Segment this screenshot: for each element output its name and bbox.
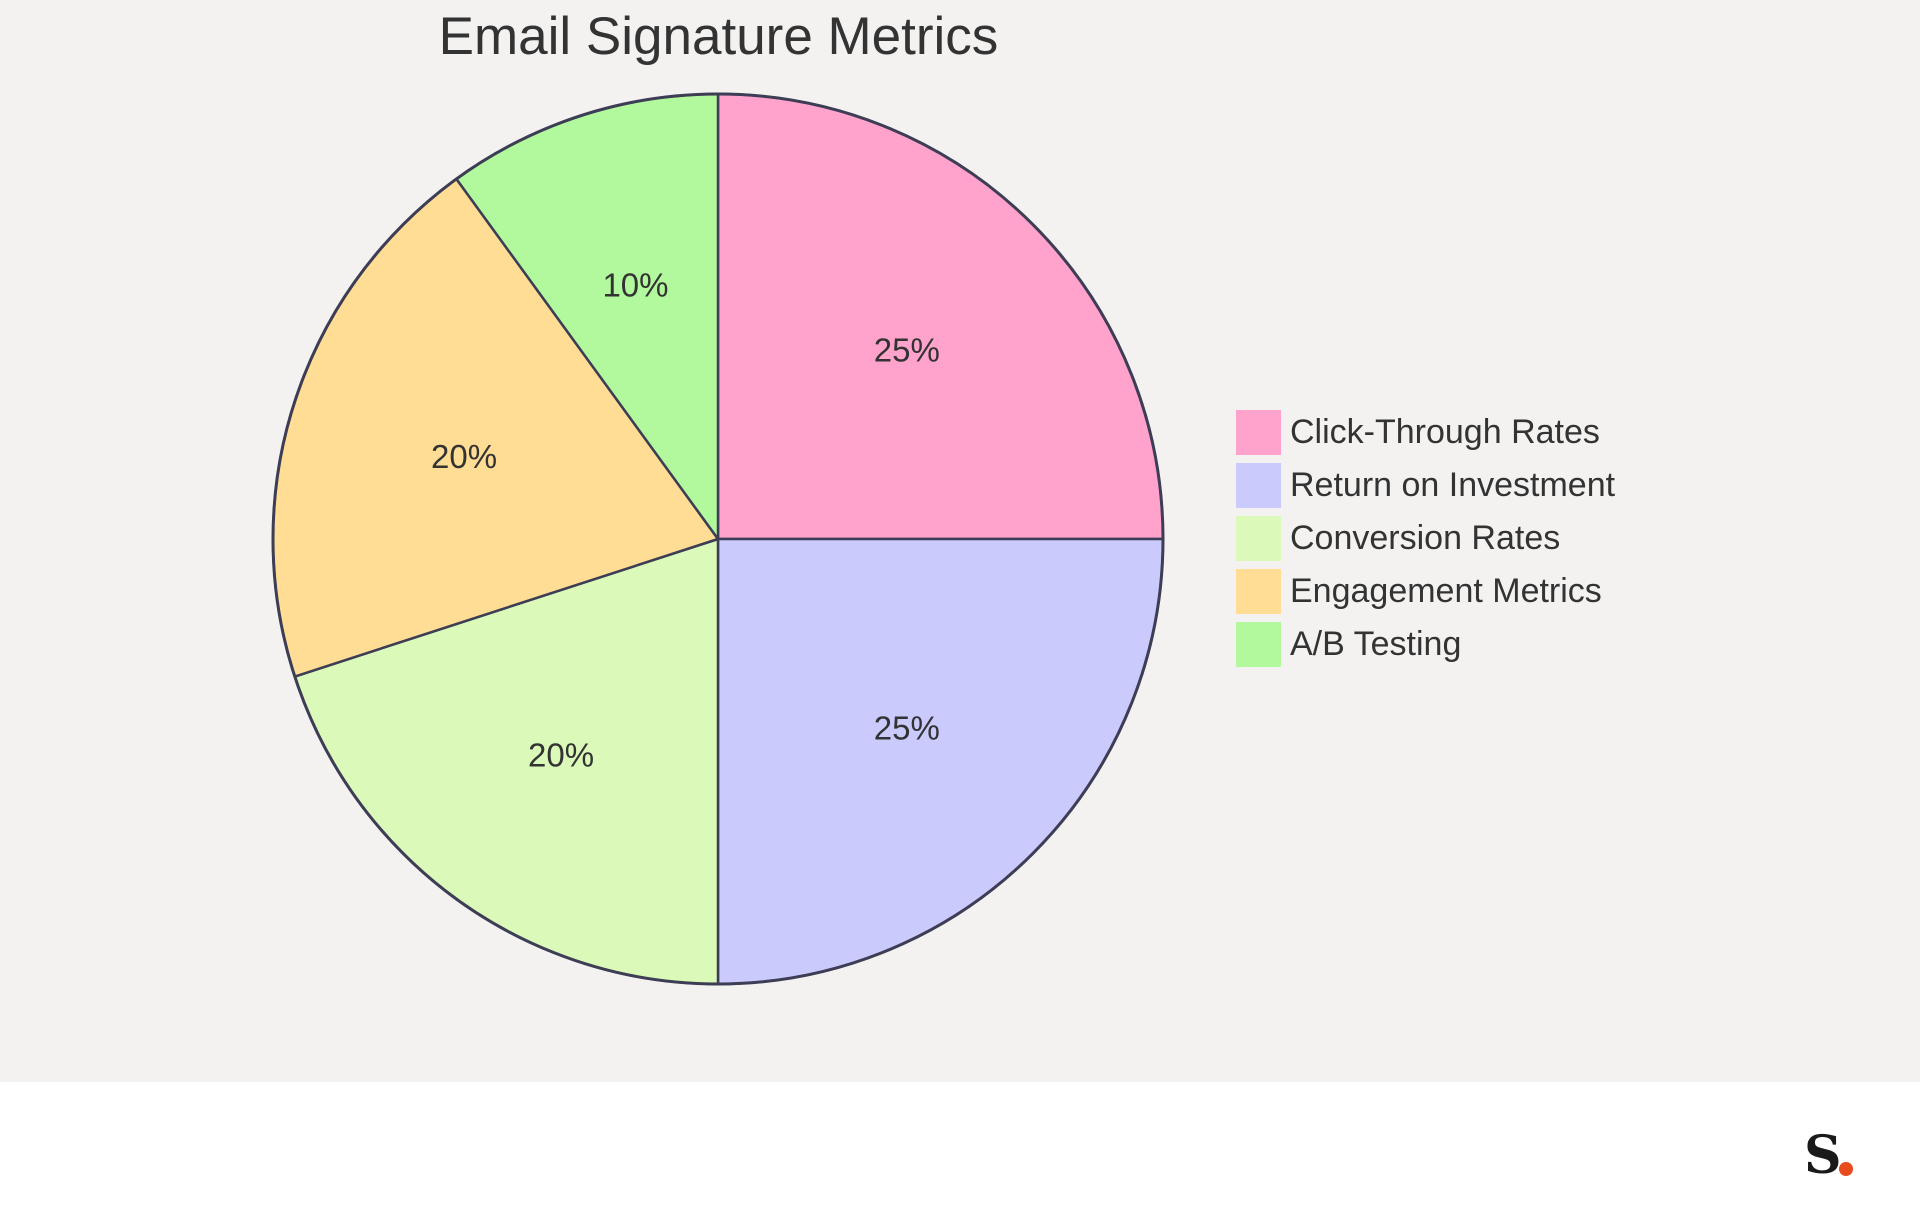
legend-item: Click-Through Rates xyxy=(1236,406,1615,459)
pie-value-labels: 25% 25% 20% 20% 10% xyxy=(431,267,940,774)
legend-item: A/B Testing xyxy=(1236,618,1615,671)
pie-slice-click-through-rates xyxy=(716,92,1165,541)
pie-outline xyxy=(271,92,1165,986)
brand-logo-dot xyxy=(1839,1162,1853,1176)
legend-label: Return on Investment xyxy=(1290,466,1616,504)
legend-label: A/B Testing xyxy=(1290,625,1462,663)
legend-swatch xyxy=(1236,410,1281,455)
legend-swatch xyxy=(1236,463,1281,508)
pie-value-label: 10% xyxy=(602,267,668,304)
pie-value-label: 25% xyxy=(874,709,940,746)
legend-label: Click-Through Rates xyxy=(1290,413,1600,451)
pie-value-label: 25% xyxy=(874,332,940,369)
pie-chart: 25% 25% 20% 20% 10% xyxy=(271,92,1165,986)
pie-slices xyxy=(271,92,1165,986)
legend-label: Conversion Rates xyxy=(1290,519,1561,557)
chart-panel: 25% 25% 20% 20% 10% Email Signature Metrics … xyxy=(0,0,1920,1082)
legend-item: Return on Investment xyxy=(1236,459,1615,512)
legend: Click-Through Rates Return on Investment C… xyxy=(1236,406,1615,671)
legend-item: Engagement Metrics xyxy=(1236,565,1615,618)
pie-value-label: 20% xyxy=(528,737,594,774)
chart-title: Email Signature Metrics xyxy=(438,7,999,66)
brand-logo-icon: S xyxy=(1804,1125,1853,1185)
legend-swatch xyxy=(1236,516,1281,561)
legend-swatch xyxy=(1236,569,1281,614)
legend-item: Conversion Rates xyxy=(1236,512,1615,565)
brand-logo-letter: S xyxy=(1804,1125,1842,1185)
pie-slice-return-on-investment xyxy=(716,537,1165,986)
legend-swatch xyxy=(1236,622,1281,667)
pie-value-label: 20% xyxy=(431,438,497,475)
legend-label: Engagement Metrics xyxy=(1290,572,1602,610)
footer-bar xyxy=(0,1082,1920,1215)
